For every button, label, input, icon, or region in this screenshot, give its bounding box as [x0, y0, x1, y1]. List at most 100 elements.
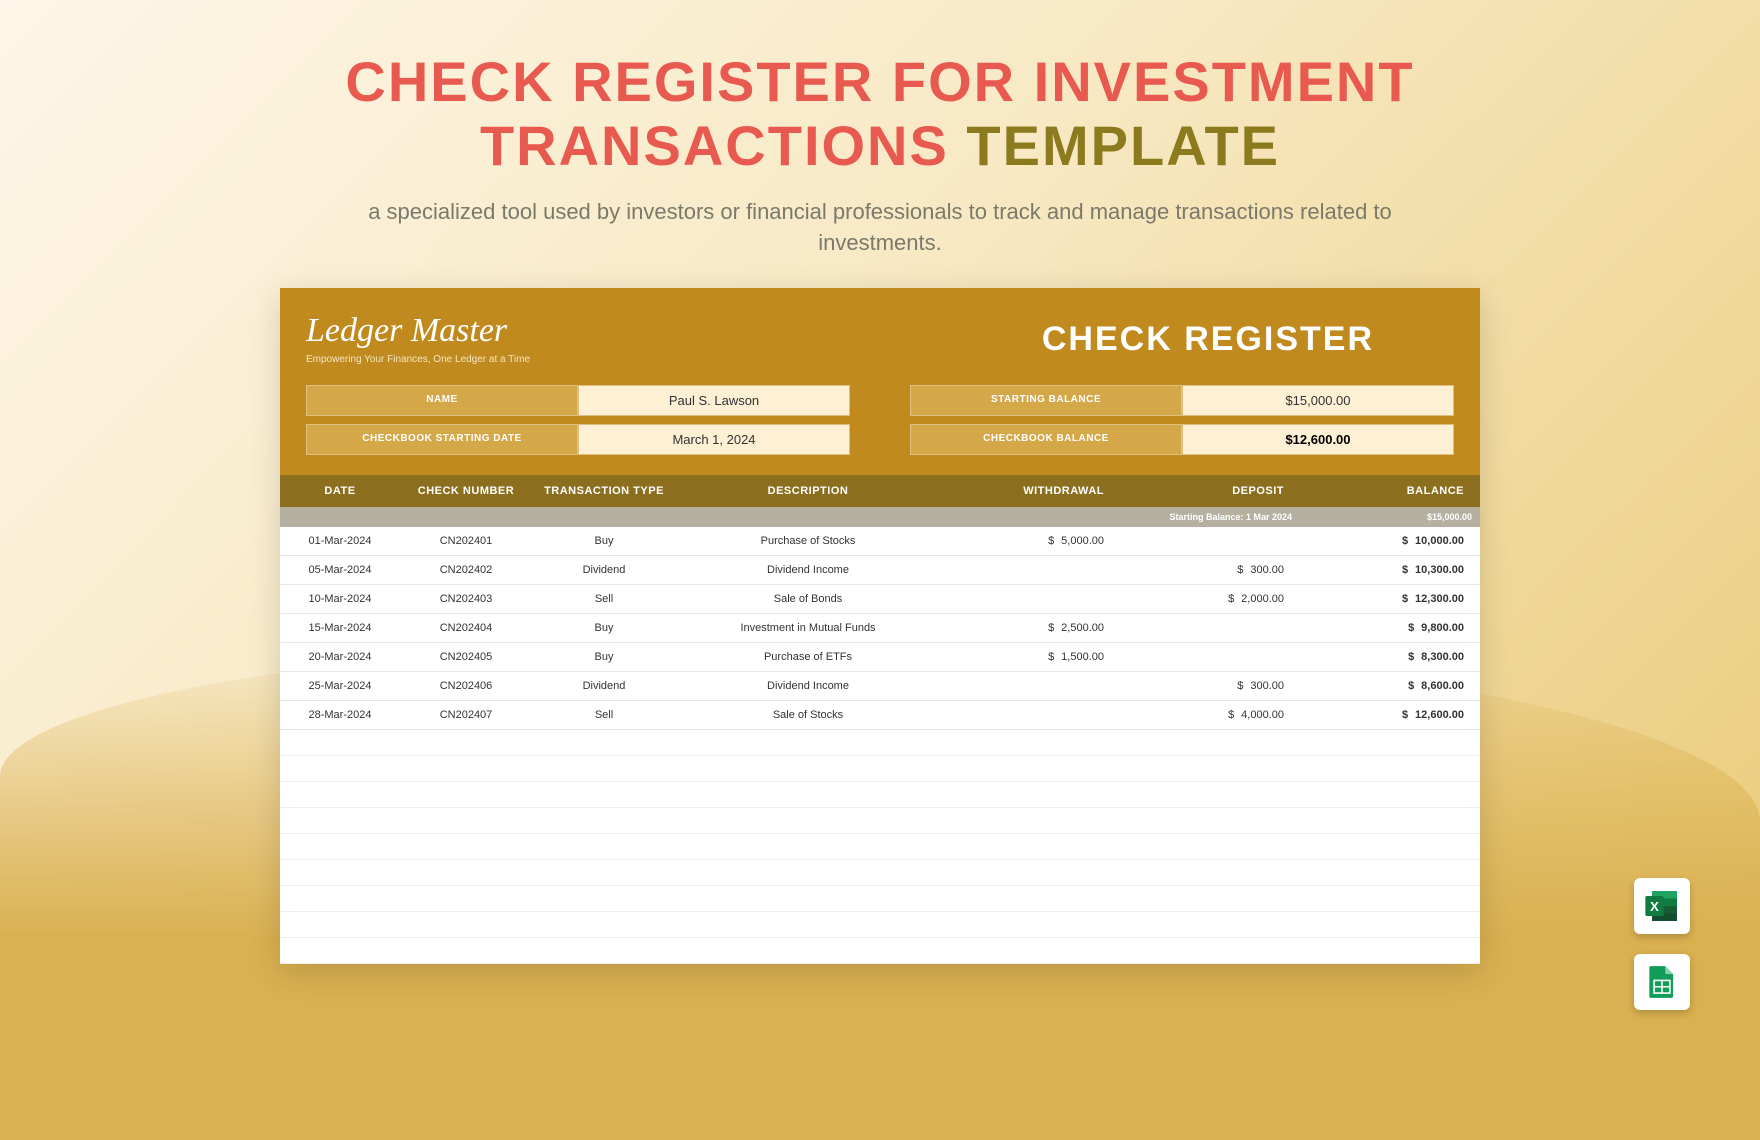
cell-deposit [1120, 614, 1300, 643]
cell-deposit [1120, 527, 1300, 556]
col-desc: DESCRIPTION [676, 475, 940, 507]
cell-desc: Dividend Income [676, 672, 940, 701]
cell-withdrawal: $ 1,500.00 [940, 643, 1120, 672]
cell-balance: $ 12,300.00 [1300, 585, 1480, 614]
col-type: TRANSACTION TYPE [532, 475, 676, 507]
cell-desc: Purchase of Stocks [676, 527, 940, 556]
cell-type: Dividend [532, 672, 676, 701]
format-icons: X [1634, 878, 1690, 1030]
name-value: Paul S. Lawson [578, 385, 850, 416]
start-date-label: CHECKBOOK STARTING DATE [306, 424, 578, 455]
cell-withdrawal: $ 2,500.00 [940, 614, 1120, 643]
cell-deposit: $ 300.00 [1120, 556, 1300, 585]
cell-desc: Sale of Bonds [676, 585, 940, 614]
svg-text:X: X [1650, 899, 1659, 914]
brand-tagline: Empowering Your Finances, One Ledger at … [306, 354, 530, 365]
starting-balance-label: STARTING BALANCE [910, 385, 1182, 416]
cell-type: Buy [532, 614, 676, 643]
empty-row [280, 730, 1480, 756]
table-header-row: DATE CHECK NUMBER TRANSACTION TYPE DESCR… [280, 475, 1480, 507]
checkbook-balance-value: $12,600.00 [1182, 424, 1454, 455]
cell-date: 15-Mar-2024 [280, 614, 400, 643]
empty-row [280, 834, 1480, 860]
cell-withdrawal [940, 556, 1120, 585]
col-date: DATE [280, 475, 400, 507]
cell-deposit: $ 300.00 [1120, 672, 1300, 701]
name-label: NAME [306, 385, 578, 416]
col-deposit: DEPOSIT [1120, 475, 1300, 507]
cell-balance: $ 10,300.00 [1300, 556, 1480, 585]
title-line-2-suffix: TEMPLATE [966, 114, 1280, 177]
col-withdrawal: WITHDRAWAL [940, 475, 1120, 507]
empty-row [280, 938, 1480, 964]
starting-balance-value: $15,000.00 [1182, 385, 1454, 416]
brand-name: Ledger Master [306, 312, 530, 350]
cell-date: 28-Mar-2024 [280, 701, 400, 730]
start-date-value: March 1, 2024 [578, 424, 850, 455]
starting-balance-row-label: Starting Balance: 1 Mar 2024 [1120, 507, 1300, 527]
table-row: 25-Mar-2024CN202406DividendDividend Inco… [280, 672, 1480, 701]
empty-row [280, 782, 1480, 808]
google-sheets-icon[interactable] [1634, 954, 1690, 1010]
empty-row [280, 860, 1480, 886]
cell-check: CN202405 [400, 643, 532, 672]
table-row: 20-Mar-2024CN202405BuyPurchase of ETFs$ … [280, 643, 1480, 672]
cell-type: Buy [532, 643, 676, 672]
cell-date: 25-Mar-2024 [280, 672, 400, 701]
empty-row [280, 886, 1480, 912]
starting-balance-row-amount: $15,000.00 [1300, 507, 1480, 527]
cell-deposit [1120, 643, 1300, 672]
title-line-2-main: TRANSACTIONS [480, 114, 949, 177]
table-row: 15-Mar-2024CN202404BuyInvestment in Mutu… [280, 614, 1480, 643]
cell-withdrawal: $ 5,000.00 [940, 527, 1120, 556]
col-balance: BALANCE [1300, 475, 1480, 507]
empty-row [280, 756, 1480, 782]
sheet-banner: Ledger Master Empowering Your Finances, … [280, 288, 1480, 475]
cell-desc: Investment in Mutual Funds [676, 614, 940, 643]
cell-balance: $ 8,600.00 [1300, 672, 1480, 701]
table-row: 05-Mar-2024CN202402DividendDividend Inco… [280, 556, 1480, 585]
cell-desc: Purchase of ETFs [676, 643, 940, 672]
cell-type: Dividend [532, 556, 676, 585]
title-line-2: TRANSACTIONS TEMPLATE [60, 114, 1700, 178]
cell-desc: Dividend Income [676, 556, 940, 585]
cell-date: 01-Mar-2024 [280, 527, 400, 556]
cell-deposit: $ 2,000.00 [1120, 585, 1300, 614]
cell-withdrawal [940, 672, 1120, 701]
checkbook-balance-label: CHECKBOOK BALANCE [910, 424, 1182, 455]
register-table-wrap: DATE CHECK NUMBER TRANSACTION TYPE DESCR… [280, 475, 1480, 964]
subtitle-text: a specialized tool used by investors or … [330, 197, 1430, 259]
col-check: CHECK NUMBER [400, 475, 532, 507]
title-line-1: CHECK REGISTER FOR INVESTMENT [60, 50, 1700, 114]
cell-type: Sell [532, 701, 676, 730]
cell-balance: $ 9,800.00 [1300, 614, 1480, 643]
register-title: CHECK REGISTER [1042, 320, 1374, 359]
register-table: DATE CHECK NUMBER TRANSACTION TYPE DESCR… [280, 475, 1480, 964]
page-title-block: CHECK REGISTER FOR INVESTMENT TRANSACTIO… [60, 50, 1700, 179]
starting-balance-row: Starting Balance: 1 Mar 2024 $15,000.00 [280, 507, 1480, 527]
cell-check: CN202402 [400, 556, 532, 585]
cell-balance: $ 12,600.00 [1300, 701, 1480, 730]
table-row: 10-Mar-2024CN202403SellSale of Bonds $ 2,… [280, 585, 1480, 614]
cell-check: CN202401 [400, 527, 532, 556]
cell-balance: $ 10,000.00 [1300, 527, 1480, 556]
cell-check: CN202403 [400, 585, 532, 614]
cell-withdrawal [940, 585, 1120, 614]
cell-type: Buy [532, 527, 676, 556]
cell-date: 05-Mar-2024 [280, 556, 400, 585]
empty-row [280, 912, 1480, 938]
cell-balance: $ 8,300.00 [1300, 643, 1480, 672]
brand-block: Ledger Master Empowering Your Finances, … [306, 312, 530, 365]
table-row: 28-Mar-2024CN202407SellSale of Stocks $ 4… [280, 701, 1480, 730]
excel-icon[interactable]: X [1634, 878, 1690, 934]
spreadsheet-preview: Ledger Master Empowering Your Finances, … [280, 288, 1480, 964]
cell-check: CN202407 [400, 701, 532, 730]
empty-row [280, 808, 1480, 834]
cell-check: CN202404 [400, 614, 532, 643]
cell-desc: Sale of Stocks [676, 701, 940, 730]
table-row: 01-Mar-2024CN202401BuyPurchase of Stocks… [280, 527, 1480, 556]
cell-type: Sell [532, 585, 676, 614]
cell-withdrawal [940, 701, 1120, 730]
cell-deposit: $ 4,000.00 [1120, 701, 1300, 730]
cell-date: 10-Mar-2024 [280, 585, 400, 614]
